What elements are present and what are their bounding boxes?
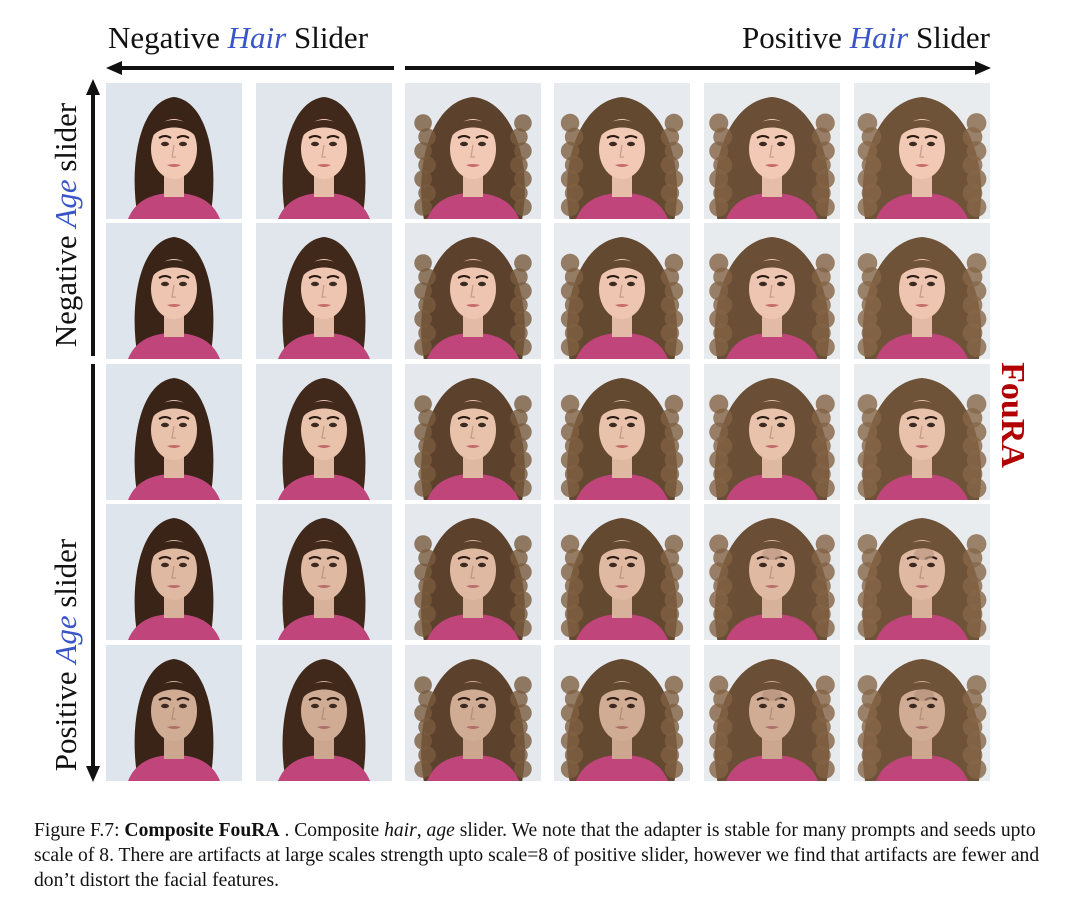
negative-hair-slider-label: Negative Hair Slider (108, 18, 368, 58)
caption-bold-title: Composite FouRA (124, 820, 280, 841)
portrait-tile (854, 223, 990, 359)
portrait-tile (256, 645, 392, 781)
portrait-tile (704, 504, 840, 640)
positive-hair-slider-label: Positive Hair Slider (742, 18, 990, 58)
portrait-tile (554, 364, 690, 500)
positive-age-arrow (91, 364, 95, 769)
negative-age-slider-label: Negative Age slider (46, 103, 86, 347)
method-label-foura: FouRA (994, 362, 1031, 468)
portrait-tile (106, 83, 242, 219)
positive-hair-suffix: Slider (908, 20, 990, 55)
portrait-tile (854, 645, 990, 781)
portrait-tile (554, 645, 690, 781)
portrait-tile (704, 223, 840, 359)
portrait-tile (256, 223, 392, 359)
caption-text-2: , (416, 820, 427, 841)
negative-hair-prefix: Negative (108, 20, 228, 55)
caption-figure-number: Figure F.7: (34, 820, 125, 841)
positive-hair-prefix: Positive (741, 20, 850, 55)
portrait-tile (106, 364, 242, 500)
portrait-tile (256, 83, 392, 219)
positive-age-keyword: Age (48, 615, 83, 664)
positive-age-prefix: Positive (48, 663, 83, 772)
portrait-tile (106, 645, 242, 781)
negative-age-arrowhead (86, 79, 100, 95)
portrait-tile (405, 504, 541, 640)
caption-text-3: slider. We note that the adapter is stab… (34, 820, 1040, 891)
caption-italic-hair: hair (384, 820, 417, 841)
portrait-tile (405, 83, 541, 219)
negative-hair-arrowhead (106, 61, 122, 75)
portrait-tile (854, 504, 990, 640)
portrait-tile (405, 645, 541, 781)
portrait-tile (554, 504, 690, 640)
caption-italic-age: age (426, 820, 455, 841)
positive-age-arrowhead (86, 766, 100, 782)
portrait-tile (704, 364, 840, 500)
negative-hair-keyword: Hair (227, 20, 287, 55)
portrait-tile (554, 83, 690, 219)
portrait-tile (106, 223, 242, 359)
positive-hair-arrow (405, 66, 978, 70)
negative-hair-suffix: Slider (286, 20, 369, 55)
portrait-tile (256, 504, 392, 640)
portrait-tile (256, 364, 392, 500)
portrait-tile (854, 83, 990, 219)
portrait-tile (405, 364, 541, 500)
portrait-tile (106, 504, 242, 640)
negative-age-keyword: Age (48, 179, 83, 228)
portrait-tile (405, 223, 541, 359)
caption-text-1: . Composite (279, 820, 385, 841)
negative-age-suffix: slider (48, 102, 83, 180)
portrait-grid (106, 83, 990, 781)
negative-age-arrow (91, 92, 95, 356)
positive-age-slider-label: Positive Age slider (46, 539, 86, 771)
positive-age-suffix: slider (48, 538, 83, 616)
portrait-tile (704, 645, 840, 781)
negative-hair-arrow (118, 66, 394, 70)
figure-caption: Figure F.7: Composite FouRA . Composite … (34, 818, 1048, 893)
negative-age-prefix: Negative (48, 227, 83, 348)
positive-hair-keyword: Hair (849, 20, 909, 55)
positive-hair-arrowhead (975, 61, 991, 75)
portrait-tile (854, 364, 990, 500)
portrait-tile (704, 83, 840, 219)
portrait-tile (554, 223, 690, 359)
